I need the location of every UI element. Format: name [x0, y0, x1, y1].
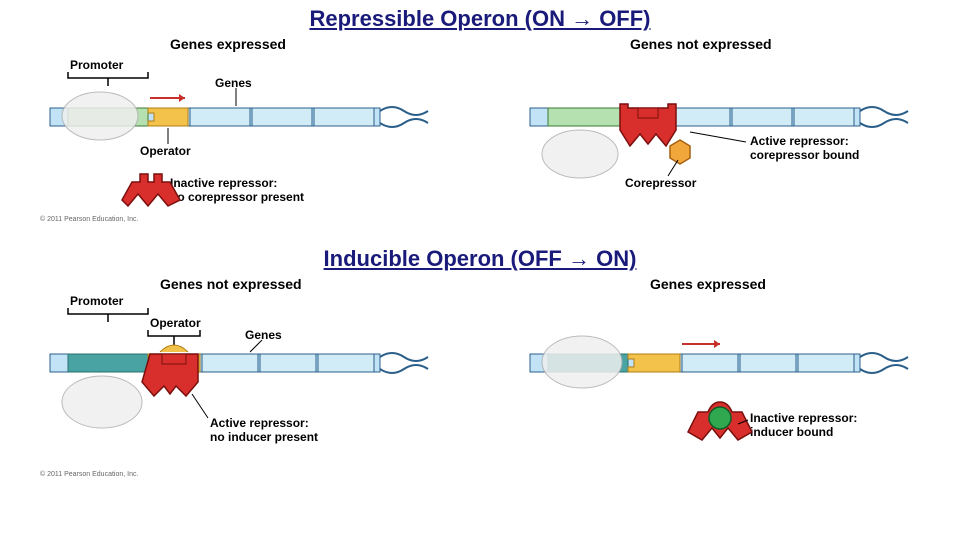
diagram-repressible-on — [40, 36, 440, 236]
repressible-title: Repressible Operon (ON → OFF) — [0, 0, 960, 32]
inducible-title: Inducible Operon (OFF → ON) — [0, 246, 960, 272]
diagram-repressible-off — [520, 36, 920, 236]
diagram-inducible-off — [40, 276, 440, 486]
panel-inducible-off: Genes not expressed Promoter Operator Ge… — [40, 276, 440, 486]
panel-repressible-off: Genes not expressed Corepressor Active r… — [520, 36, 920, 236]
panel-inducible-on: Genes expressed Inactive repressor: indu… — [520, 276, 920, 486]
corepressor-icon — [670, 140, 690, 164]
inducible-row: Genes not expressed Promoter Operator Ge… — [0, 276, 960, 486]
inactive-repressor-inducer-icon — [688, 402, 752, 440]
panel-repressible-on: Genes expressed Promoter Genes Operator … — [40, 36, 440, 236]
repressible-row: Genes expressed Promoter Genes Operator … — [0, 36, 960, 236]
diagram-inducible-on — [520, 276, 920, 486]
